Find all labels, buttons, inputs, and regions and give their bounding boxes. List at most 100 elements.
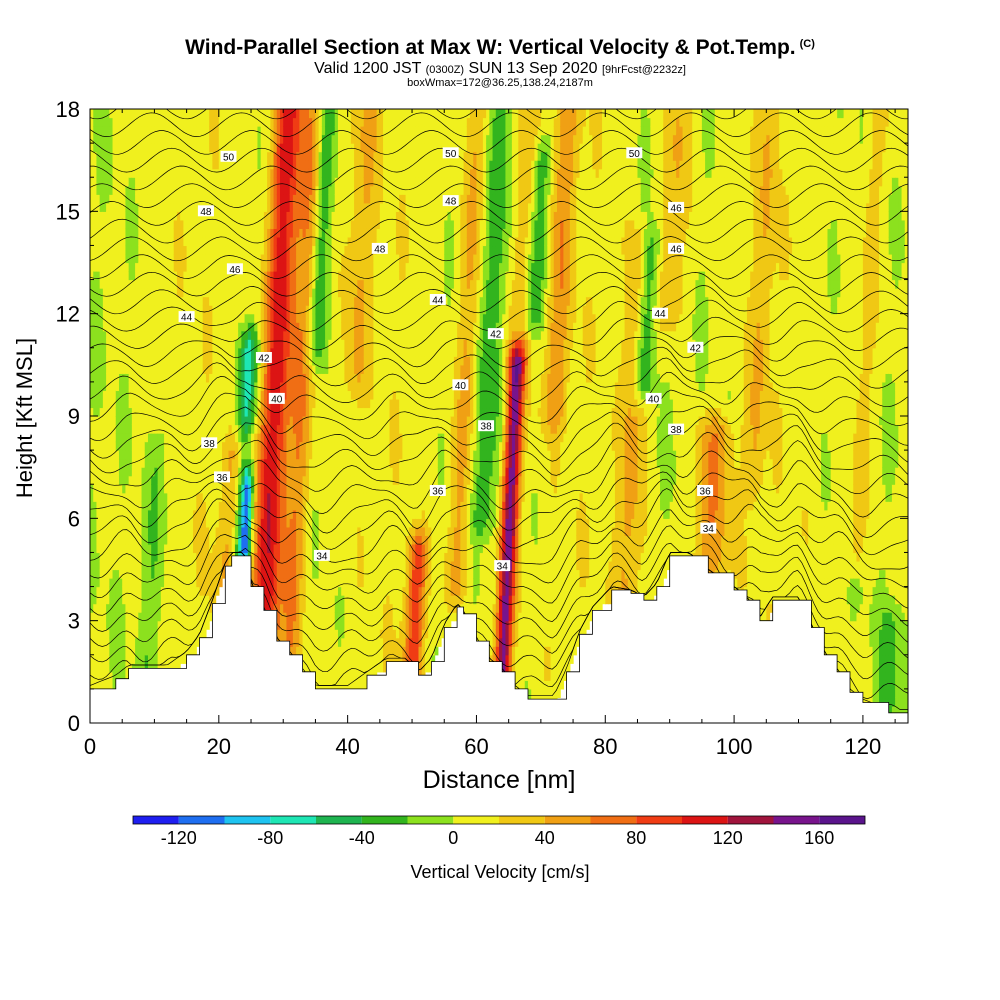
w-cell xyxy=(125,433,130,443)
w-cell xyxy=(222,450,226,460)
w-cell xyxy=(170,484,175,494)
copyright-mark: (C) xyxy=(799,38,815,50)
w-cell xyxy=(112,364,117,374)
w-cell xyxy=(183,586,188,596)
w-cell xyxy=(176,441,181,451)
w-cell xyxy=(125,595,130,605)
w-cell xyxy=(109,134,114,144)
w-cell xyxy=(180,381,184,392)
w-cell xyxy=(135,313,139,323)
w-cell xyxy=(199,603,204,613)
w-cell xyxy=(212,109,217,119)
w-cell xyxy=(202,416,207,426)
w-cell xyxy=(154,364,159,374)
w-cell xyxy=(118,492,123,502)
w-cell xyxy=(202,612,207,622)
w-cell xyxy=(222,484,226,494)
w-cell xyxy=(154,441,159,451)
w-cell xyxy=(93,390,98,400)
w-cell xyxy=(102,330,107,340)
w-cell xyxy=(218,441,223,451)
w-cell xyxy=(212,578,217,588)
w-cell xyxy=(99,151,104,161)
w-cell xyxy=(193,228,197,238)
w-cell xyxy=(193,569,197,579)
w-cell xyxy=(131,484,136,494)
w-cell xyxy=(167,347,172,357)
w-cell xyxy=(131,433,136,443)
w-cell xyxy=(93,663,98,673)
w-cell xyxy=(167,535,172,545)
w-cell xyxy=(196,407,201,417)
w-cell xyxy=(176,202,181,212)
w-cell xyxy=(112,552,117,562)
w-cell xyxy=(183,475,188,485)
w-cell xyxy=(93,603,98,613)
w-cell xyxy=(154,390,159,400)
w-cell xyxy=(122,330,127,340)
w-cell xyxy=(231,347,236,357)
w-cell xyxy=(154,381,159,392)
w-cell xyxy=(125,305,130,315)
w-cell xyxy=(212,595,217,605)
w-cell xyxy=(189,177,194,187)
w-cell xyxy=(151,109,156,119)
w-cell xyxy=(154,458,159,468)
w-cell xyxy=(225,219,230,229)
w-cell xyxy=(96,185,101,195)
w-cell xyxy=(164,168,168,178)
w-cell xyxy=(196,262,201,272)
w-cell xyxy=(209,424,213,434)
w-cell xyxy=(93,117,98,127)
w-cell xyxy=(170,569,175,579)
w-cell xyxy=(122,305,127,315)
w-cell xyxy=(176,245,181,255)
w-cell xyxy=(147,475,152,485)
w-cell xyxy=(122,441,127,451)
w-cell xyxy=(202,475,207,485)
w-cell xyxy=(90,484,94,494)
w-cell xyxy=(199,288,204,298)
w-cell xyxy=(189,245,194,255)
w-cell xyxy=(199,364,204,374)
w-cell xyxy=(186,398,191,409)
w-cell xyxy=(93,543,98,554)
w-cell xyxy=(144,629,149,639)
w-cell xyxy=(154,168,159,178)
w-cell xyxy=(225,245,230,255)
w-cell xyxy=(222,339,226,349)
w-cell xyxy=(102,109,107,119)
w-cell xyxy=(131,279,136,289)
w-cell xyxy=(147,245,152,255)
w-cell xyxy=(186,160,191,170)
w-cell xyxy=(147,151,152,161)
w-cell xyxy=(186,552,191,562)
w-cell xyxy=(205,560,210,571)
w-cell xyxy=(202,535,207,545)
w-cell xyxy=(131,578,136,588)
w-cell xyxy=(209,458,213,468)
w-cell xyxy=(102,646,107,656)
w-cell xyxy=(147,629,152,639)
w-cell xyxy=(202,262,207,272)
w-cell xyxy=(189,117,194,127)
w-cell xyxy=(135,151,139,161)
w-cell xyxy=(157,458,162,468)
w-cell xyxy=(164,501,168,511)
w-cell xyxy=(183,458,188,468)
w-cell xyxy=(151,373,156,383)
w-cell xyxy=(215,424,220,434)
w-cell xyxy=(99,253,104,264)
w-cell xyxy=(173,236,178,247)
w-cell xyxy=(225,381,230,392)
w-cell xyxy=(183,560,188,571)
w-cell xyxy=(125,398,130,409)
w-cell xyxy=(228,484,233,494)
w-cell xyxy=(173,543,178,554)
w-cell xyxy=(180,143,184,153)
w-cell xyxy=(218,177,223,187)
w-cell xyxy=(96,339,101,349)
w-cell xyxy=(215,484,220,494)
w-cell xyxy=(176,552,181,562)
w-cell xyxy=(93,680,98,690)
